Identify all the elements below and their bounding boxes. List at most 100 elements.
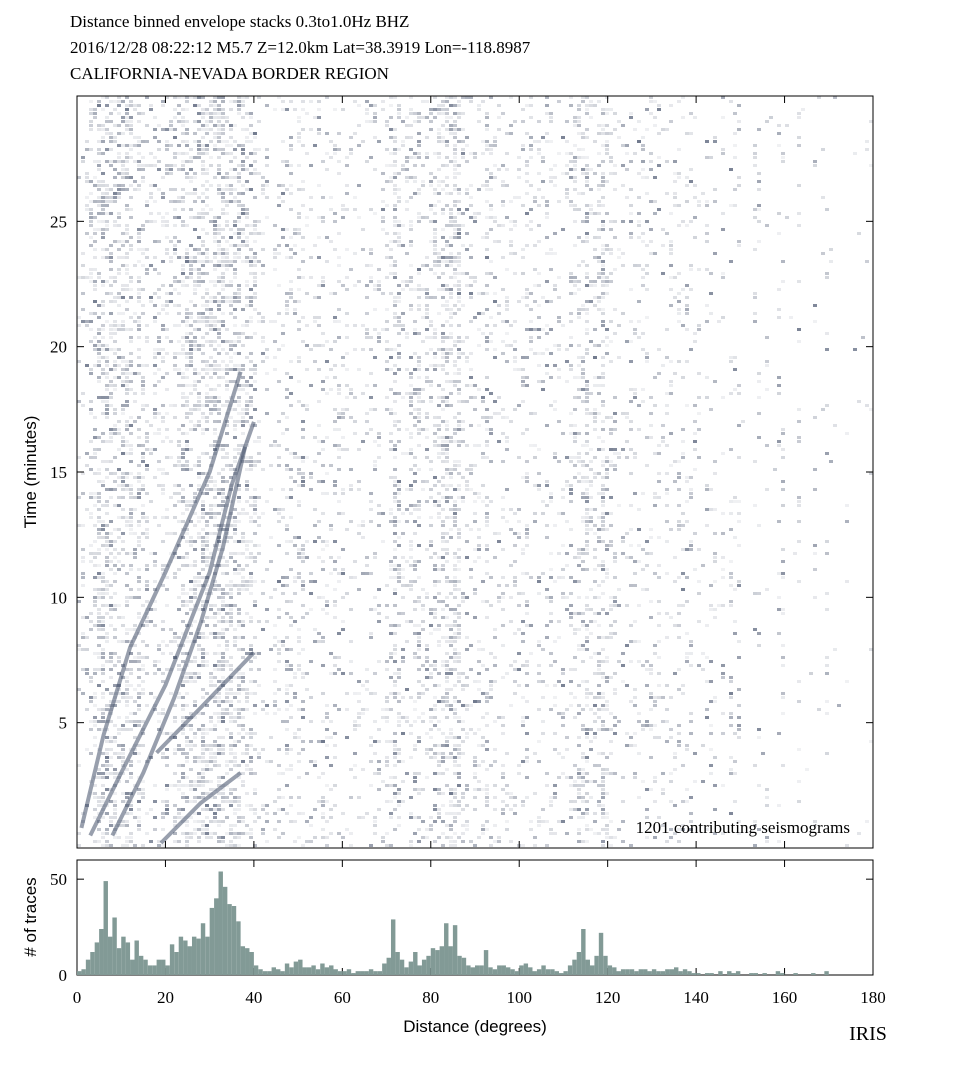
texture-cell [181,200,185,203]
texture-cell [441,348,445,351]
texture-cell [297,548,301,551]
texture-cell [393,792,397,795]
texture-cell [437,760,441,763]
texture-cell [453,712,457,715]
texture-cell [389,708,393,711]
texture-cell [317,324,321,327]
texture-cell [213,348,217,351]
texture-cell [337,412,341,415]
texture-cell [89,224,93,227]
texture-cell [205,172,209,175]
texture-cell [285,464,289,467]
texture-cell [273,680,277,683]
texture-cell [445,532,449,535]
texture-cell [417,680,421,683]
texture-cell [237,684,241,687]
texture-cell [453,716,457,719]
texture-cell [273,692,277,695]
texture-cell [185,740,189,743]
texture-cell [341,512,345,515]
texture-cell [153,200,157,203]
texture-cell [109,624,113,627]
texture-cell [225,240,229,243]
texture-cell [397,492,401,495]
texture-cell [193,380,197,383]
texture-cell [93,112,97,115]
texture-cell [377,808,381,811]
texture-cell [217,112,221,115]
texture-cell [217,336,221,339]
texture-cell [93,784,97,787]
texture-cell [241,676,245,679]
texture-cell [437,424,441,427]
texture-cell [105,500,109,503]
texture-cell [249,756,253,759]
texture-cell [253,296,257,299]
texture-cell [249,368,253,371]
texture-cell [265,804,269,807]
texture-cell [365,284,369,287]
texture-cell [185,412,189,415]
texture-cell [421,264,425,267]
texture-cell [125,684,129,687]
texture-cell [241,680,245,683]
texture-cell [173,304,177,307]
texture-cell [397,824,401,827]
texture-cell [213,396,217,399]
texture-cell [277,544,281,547]
texture-cell [161,416,165,419]
texture-cell [197,104,201,107]
texture-cell [165,764,169,767]
texture-cell [253,148,257,151]
texture-cell [189,608,193,611]
texture-cell [105,756,109,759]
texture-cell [181,684,185,687]
texture-cell [437,348,441,351]
texture-cell [441,772,445,775]
texture-cell [93,808,97,811]
texture-cell [429,112,433,115]
texture-cell [249,336,253,339]
texture-cell [265,760,269,763]
texture-cell [245,112,249,115]
texture-cell [137,416,141,419]
texture-cell [109,292,113,295]
texture-cell [177,744,181,747]
texture-cell [213,372,217,375]
texture-cell [129,360,133,363]
texture-cell [201,728,205,731]
texture-cell [221,252,225,255]
texture-cell [97,344,101,347]
texture-cell [393,480,397,483]
texture-cell [117,196,121,199]
texture-cell [433,772,437,775]
texture-cell [129,684,133,687]
texture-cell [145,248,149,251]
texture-cell [413,748,417,751]
texture-cell [453,840,457,843]
texture-cell [253,332,257,335]
texture-cell [173,752,177,755]
texture-cell [429,320,433,323]
texture-cell [385,760,389,763]
texture-cell [201,508,205,511]
texture-cell [433,228,437,231]
texture-cell [453,576,457,579]
texture-cell [201,148,205,151]
texture-cell [181,132,185,135]
texture-cell [185,312,189,315]
texture-cell [165,756,169,759]
texture-cell [389,176,393,179]
texture-cell [453,832,457,835]
texture-cell [117,732,121,735]
texture-cell [417,696,421,699]
texture-cell [217,384,221,387]
texture-cell [429,348,433,351]
texture-cell [217,764,221,767]
texture-cell [221,620,225,623]
texture-cell [185,752,189,755]
texture-cell [373,408,377,411]
texture-cell [345,592,349,595]
texture-cell [221,188,225,191]
texture-cell [445,156,449,159]
